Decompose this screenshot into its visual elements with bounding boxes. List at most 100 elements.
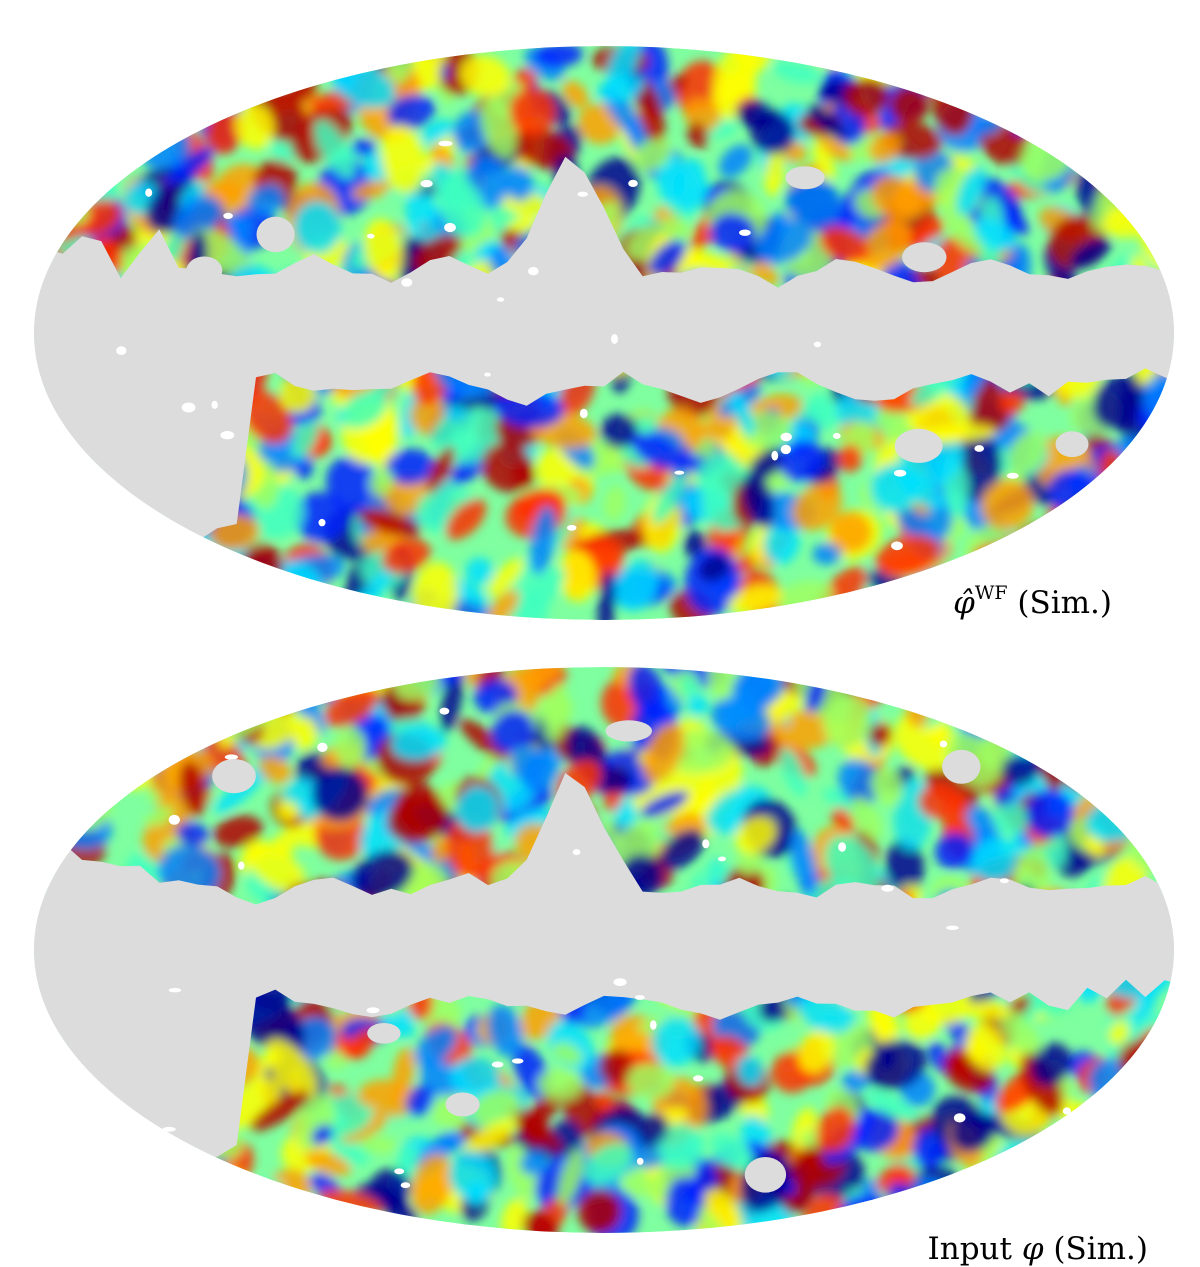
field-blob <box>34 1123 65 1173</box>
field-blob <box>552 1042 583 1065</box>
field-blob <box>311 1124 334 1146</box>
field-blob <box>209 600 277 620</box>
field-blob <box>998 1006 1043 1063</box>
field-blob <box>1048 1169 1100 1214</box>
point-source-mask <box>162 1126 176 1132</box>
field-blob <box>351 850 414 900</box>
field-blob <box>159 532 193 566</box>
field-blob <box>1013 684 1062 733</box>
point-source-mask <box>702 839 710 849</box>
field-blob <box>1074 1155 1109 1180</box>
field-blob <box>116 588 159 620</box>
point-source-mask <box>401 278 413 287</box>
field-blob <box>604 485 626 522</box>
field-blob <box>698 554 730 582</box>
field-blob <box>68 1168 106 1204</box>
field-blob <box>993 802 1028 837</box>
field-blob <box>798 1029 835 1073</box>
field-blob <box>1141 160 1166 184</box>
field-blob <box>113 696 162 745</box>
field-blob <box>480 97 517 159</box>
field-blob <box>1132 46 1159 82</box>
field-blob <box>1017 1168 1079 1220</box>
field-blob <box>885 838 924 898</box>
field-blob <box>500 1198 528 1233</box>
field-blob <box>1109 479 1158 532</box>
field-blob <box>660 828 705 870</box>
field-blob <box>860 220 911 271</box>
field-blob <box>1093 1167 1130 1220</box>
field-blob <box>812 142 836 181</box>
field-blob <box>588 441 631 475</box>
field-blob <box>63 103 100 131</box>
field-blob <box>269 687 298 714</box>
field-blob <box>463 1180 491 1206</box>
field-blob <box>282 46 322 74</box>
point-source-mask <box>628 179 638 187</box>
point-source-mask <box>1006 472 1019 479</box>
field-blob <box>207 675 242 708</box>
field-blob <box>112 525 178 565</box>
point-source-mask <box>974 445 984 452</box>
field-blob <box>59 575 104 620</box>
field-blob <box>906 697 930 728</box>
field-blob <box>1002 1204 1031 1222</box>
field-blob <box>253 584 296 614</box>
field-blob <box>67 1130 108 1174</box>
field-blob <box>326 456 381 515</box>
field-blob <box>600 1048 633 1085</box>
field-blob <box>1024 713 1072 758</box>
field-blob <box>1131 115 1157 171</box>
field-blob <box>93 1140 115 1163</box>
field-blob <box>820 226 869 265</box>
field-blob <box>74 116 130 164</box>
field-blob <box>1103 1088 1143 1118</box>
field-blob <box>1049 548 1086 577</box>
field-blob <box>851 796 883 840</box>
field-blob <box>598 820 622 849</box>
point-source-mask <box>577 191 589 197</box>
field-blob <box>900 49 932 82</box>
field-blob <box>47 117 101 141</box>
point-source-mask <box>780 432 792 442</box>
field-blob <box>213 815 263 848</box>
field-blob <box>507 1106 563 1151</box>
field-blob <box>934 832 973 870</box>
field-blob <box>364 218 404 282</box>
field-blob <box>1054 667 1089 700</box>
field-blob <box>894 710 958 770</box>
field-blob <box>490 709 534 754</box>
field-blob <box>772 60 821 84</box>
field-blob <box>36 802 72 831</box>
field-blob <box>1069 238 1112 269</box>
field-blob <box>43 147 92 191</box>
field-blob <box>1101 524 1149 572</box>
field-blob <box>173 195 223 240</box>
field-blob <box>1075 1160 1106 1187</box>
field-blob <box>865 1040 927 1090</box>
field-blob <box>291 716 319 751</box>
galactic-mask <box>34 156 1174 541</box>
point-source-mask <box>634 995 645 1000</box>
field-blob <box>1021 690 1059 712</box>
field-blob <box>426 446 455 493</box>
field-blob <box>713 46 759 106</box>
field-blob <box>176 821 209 847</box>
field-blob <box>1102 507 1134 554</box>
field-blob <box>1111 99 1159 154</box>
field-blob <box>809 392 838 430</box>
field-blob <box>98 1190 141 1224</box>
field-blob <box>1059 81 1111 132</box>
field-blob <box>175 667 207 709</box>
field-blob <box>783 1148 820 1215</box>
field-blob <box>34 441 58 480</box>
field-blob <box>143 598 197 620</box>
point-source-mask <box>667 336 706 367</box>
point-source-mask <box>367 1023 401 1044</box>
field-blob <box>40 1080 96 1137</box>
field-blob <box>172 65 213 90</box>
point-source-mask <box>718 856 726 862</box>
field-blob <box>990 1158 1042 1206</box>
field-blob <box>64 1188 102 1228</box>
point-source-mask <box>211 400 218 409</box>
